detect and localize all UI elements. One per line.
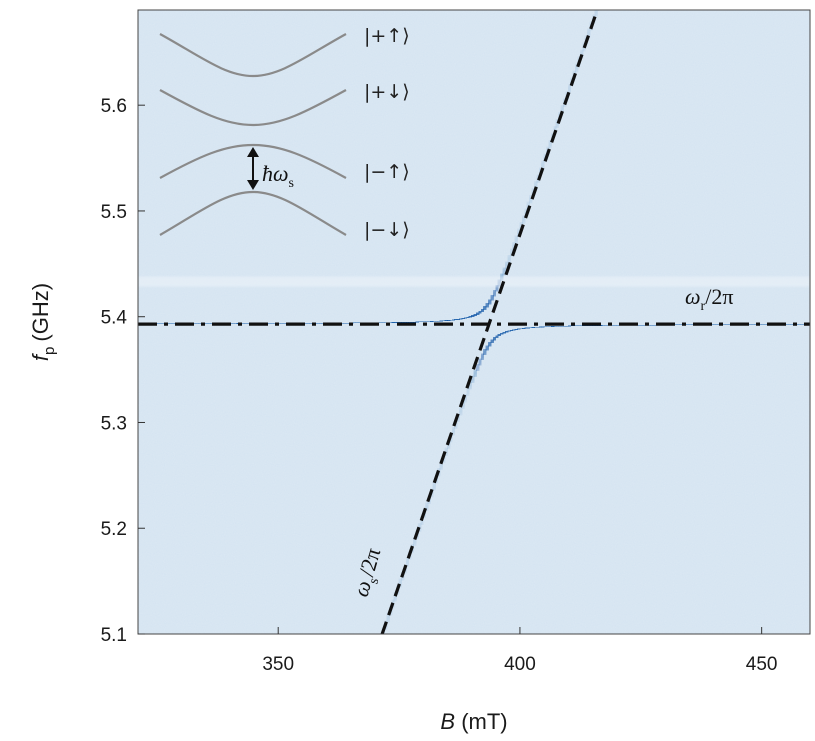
x-axis-unit: (mT) xyxy=(461,709,507,734)
level-curve-minus-down xyxy=(159,190,347,236)
splitting-arrow xyxy=(247,147,259,190)
x-axis: 350 400 450 xyxy=(262,627,778,675)
spin-annotation-base: ω xyxy=(348,578,376,600)
y-tick-label: 5.6 xyxy=(101,96,127,117)
y-axis-sub: p xyxy=(41,347,58,355)
upper-polariton-branch-segment xyxy=(600,0,602,2)
level-curve-plus-up xyxy=(159,33,347,78)
level-label-plus-down: |+↓⟩ xyxy=(364,81,410,103)
splitting-label-sub: s xyxy=(289,176,294,191)
splitting-label-prefix: ħω xyxy=(262,161,289,186)
y-tick-label: 5.5 xyxy=(101,202,127,223)
lower-polariton-branch-segment xyxy=(381,633,383,634)
resonator-annotation-tail: /2π xyxy=(705,284,733,309)
x-axis-title: B (mT) xyxy=(440,709,507,734)
upper-polariton-branch-segment xyxy=(596,10,598,11)
x-tick-label: 350 xyxy=(262,654,294,675)
x-tick-label: 400 xyxy=(504,654,536,675)
spin-annotation-sub: s xyxy=(366,576,382,585)
spin-line xyxy=(380,9,599,635)
y-axis-unit: (GHz) xyxy=(28,283,53,342)
plot-frame xyxy=(137,9,811,635)
x-axis-var: B xyxy=(440,709,455,734)
y-tick-label: 5.1 xyxy=(101,625,127,646)
y-tick-label: 5.4 xyxy=(101,308,128,329)
heatmap-area xyxy=(138,0,810,656)
level-label-minus-up: |−↑⟩ xyxy=(364,161,410,183)
background-streak xyxy=(138,276,810,287)
level-curve-plus-down xyxy=(159,89,347,127)
lower-polariton-branch-segment xyxy=(375,649,377,656)
y-axis-var: f xyxy=(28,352,53,361)
upper-polariton-branch-segment xyxy=(593,10,599,18)
x-tick-label: 450 xyxy=(746,654,778,675)
level-label-plus-up: |+↑⟩ xyxy=(364,25,410,47)
y-axis: 5.1 5.2 5.3 5.4 5.5 5.6 xyxy=(101,96,145,646)
level-curve-minus-up xyxy=(159,143,347,179)
y-axis-title: fp (GHz) xyxy=(28,283,58,361)
y-tick-label: 5.3 xyxy=(101,413,127,434)
energy-level-inset: ħωs |+↑⟩ |+↓⟩ |−↑⟩ |−↓⟩ xyxy=(159,25,410,241)
resonator-annotation-sub: r xyxy=(701,299,706,314)
resonator-annotation-base: ω xyxy=(685,284,701,309)
level-label-minus-down: |−↓⟩ xyxy=(364,219,410,241)
y-tick-label: 5.2 xyxy=(101,519,127,540)
splitting-label: ħωs xyxy=(262,161,294,191)
lower-polariton-branch-segment xyxy=(377,642,379,649)
resonator-annotation: ωr/2π xyxy=(685,284,733,314)
